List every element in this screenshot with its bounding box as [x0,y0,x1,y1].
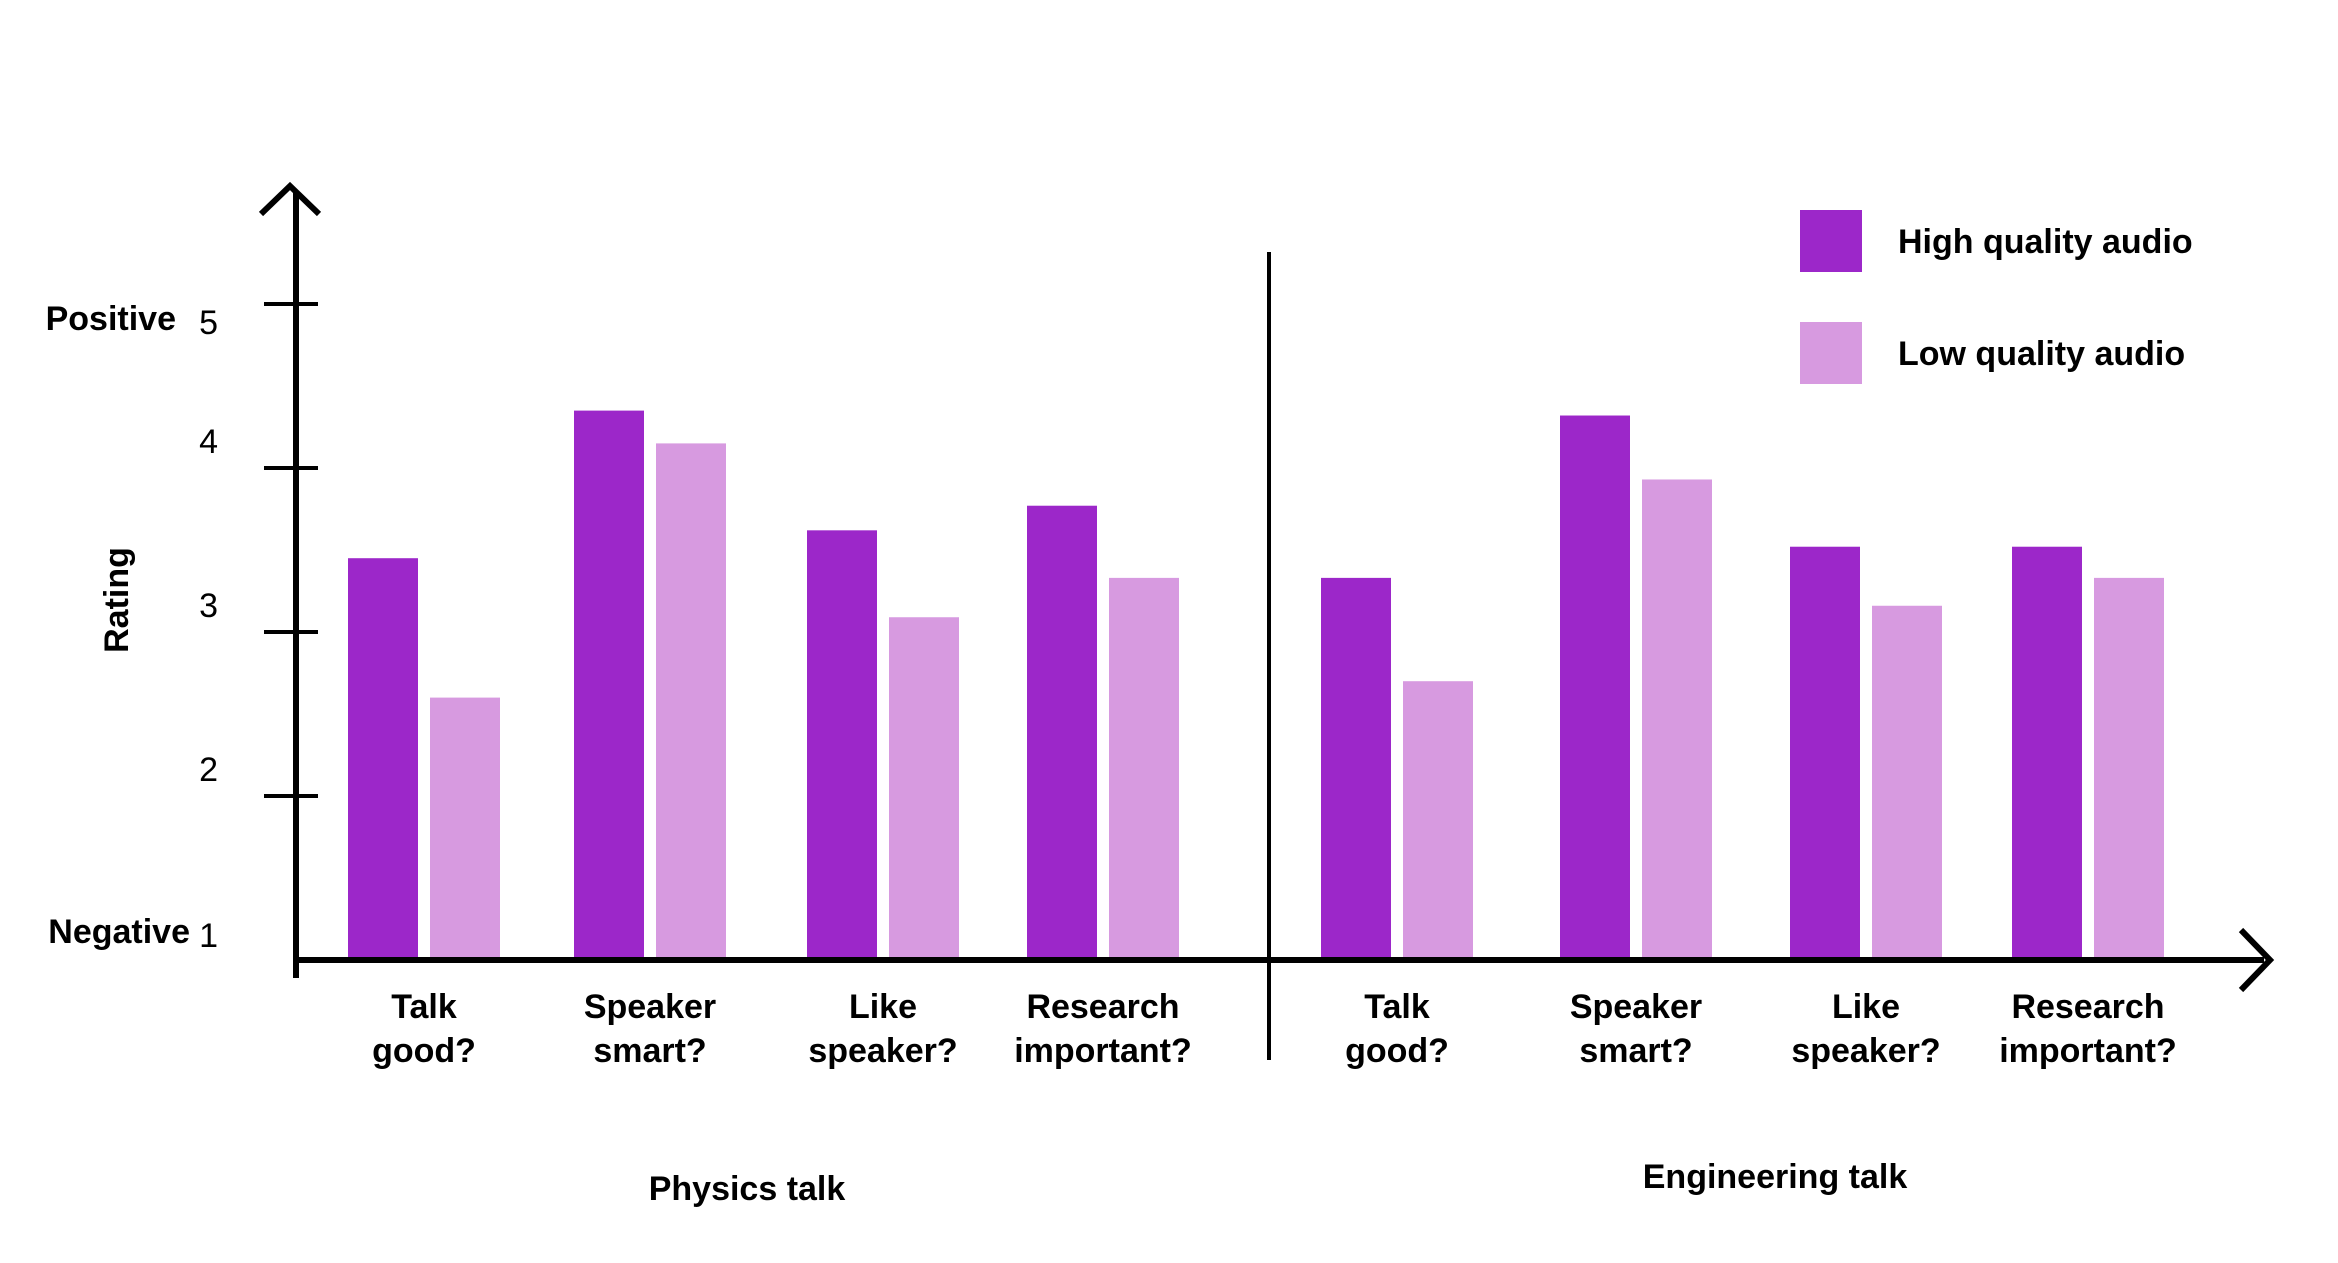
category-label: good? [372,1032,476,1070]
bar-low-quality [430,697,500,960]
y-axis-arrowhead [258,181,322,217]
bar-low-quality [656,443,726,960]
bar-low-quality [1403,681,1473,960]
category-label: Like [849,988,917,1026]
bar-low-quality [889,617,959,960]
legend-swatch [1800,322,1862,384]
bar-high-quality [1321,577,1391,960]
category-label: speaker? [1791,1032,1940,1070]
category-label: Speaker [584,988,716,1026]
category-label: Like [1832,988,1900,1026]
x-labels-layer: Talk good? Speaker smart? Like speaker? Resear… [372,988,2177,1070]
legend-label: Low quality audio [1898,335,2185,373]
bar-high-quality [1560,415,1630,960]
bar-high-quality [807,530,877,960]
legend: High quality audio Low quality audio [1800,210,2193,384]
legend-label: High quality audio [1898,223,2193,261]
y-tick-label: 5 [199,304,218,342]
y-end-label: Negative [48,913,190,951]
bar-low-quality [1872,605,1942,960]
group-labels-layer: Physics talk Engineering talk [649,1158,1908,1208]
bar-low-quality [2094,577,2164,960]
bar-high-quality [574,410,644,961]
y-end-label: Positive [46,300,176,338]
category-label: smart? [1579,1032,1692,1070]
legend-swatch [1800,210,1862,272]
bar-low-quality [1642,479,1712,960]
y-tick-label: 1 [199,917,218,955]
y-tick-label: 2 [199,751,218,789]
category-label: Talk [391,988,457,1026]
bar-high-quality [348,558,418,960]
y-tick-label: 3 [199,587,218,625]
bar-high-quality [1790,546,1860,960]
category-label: Research [2011,988,2164,1026]
x-axis-arrowhead [2238,927,2275,993]
bar-high-quality [2012,546,2082,960]
category-label: important? [1999,1032,2177,1070]
category-label: smart? [593,1032,706,1070]
group-label: Engineering talk [1643,1158,1908,1196]
bar-low-quality [1109,577,1179,960]
category-label: Talk [1364,988,1430,1026]
y-tick-label: 4 [199,423,218,461]
group-label: Physics talk [649,1170,846,1208]
category-label: important? [1014,1032,1192,1070]
bars-layer [348,410,2164,961]
axes-layer [258,181,2275,1060]
category-label: speaker? [808,1032,957,1070]
category-label: Research [1026,988,1179,1026]
category-label: good? [1345,1032,1449,1070]
bar-high-quality [1027,505,1097,960]
y-axis-title: Rating [98,547,136,653]
category-label: Speaker [1570,988,1702,1026]
